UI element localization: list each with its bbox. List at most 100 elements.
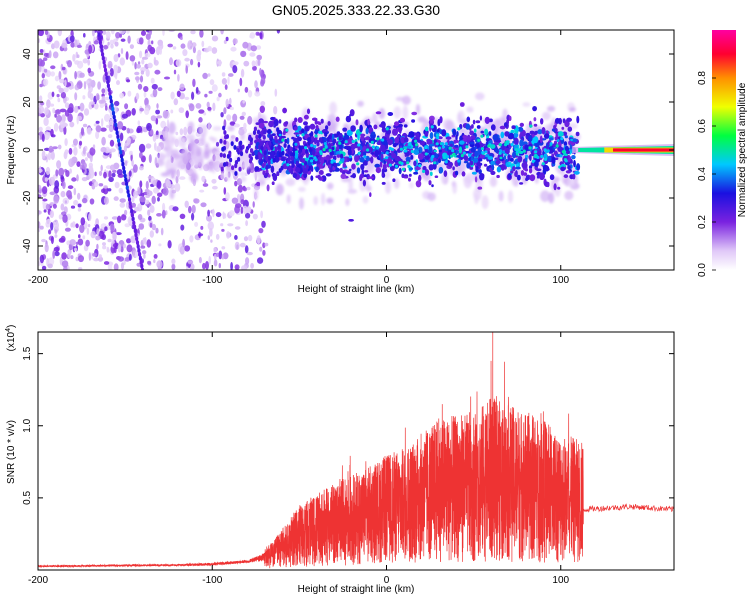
noise-blob bbox=[212, 208, 215, 218]
band-blob bbox=[360, 163, 365, 171]
band-blob bbox=[500, 131, 505, 139]
band-blob bbox=[350, 175, 356, 178]
noise-blob bbox=[170, 109, 174, 114]
noise-blob bbox=[185, 110, 189, 119]
noise-blob bbox=[82, 147, 86, 155]
noise-blob bbox=[68, 86, 74, 90]
noise-blob bbox=[230, 262, 233, 270]
band-blob bbox=[478, 169, 482, 175]
band-blob bbox=[263, 150, 267, 156]
noise-blob bbox=[70, 255, 74, 260]
streak-blob bbox=[103, 63, 107, 69]
band-blob bbox=[452, 166, 455, 171]
band-blob bbox=[272, 173, 278, 181]
noise-blob bbox=[77, 192, 81, 200]
band-blob bbox=[575, 131, 580, 137]
band-blob bbox=[563, 174, 569, 179]
noise-blob bbox=[38, 168, 43, 173]
noise-blob bbox=[192, 46, 196, 54]
noise-blob bbox=[67, 194, 73, 200]
noise-blob bbox=[45, 218, 52, 228]
band-haze-blob bbox=[165, 169, 176, 175]
noise-blob bbox=[229, 97, 232, 105]
noise-blob bbox=[56, 93, 60, 98]
noise-blob bbox=[244, 86, 249, 93]
band-blob bbox=[265, 165, 269, 170]
band-blob bbox=[239, 145, 243, 150]
noise-blob bbox=[78, 140, 83, 146]
noise-blob bbox=[210, 239, 213, 243]
band-blob bbox=[335, 116, 340, 122]
figure-title: GN05.2025.333.22.33.G30 bbox=[272, 2, 440, 18]
noise-blob bbox=[198, 256, 202, 264]
streak-blob bbox=[140, 263, 144, 269]
band-blob bbox=[273, 125, 276, 128]
noise-blob bbox=[153, 59, 159, 66]
noise-blob bbox=[162, 110, 169, 119]
band-hotspot bbox=[401, 167, 405, 171]
noise-blob bbox=[103, 261, 110, 265]
streak-blob bbox=[127, 193, 131, 198]
noise-blob bbox=[259, 32, 263, 40]
band-blob bbox=[492, 134, 499, 141]
band-blob bbox=[394, 121, 400, 127]
band-hotspot bbox=[394, 164, 399, 168]
band-haze-blob bbox=[378, 108, 386, 120]
noise-blob bbox=[195, 86, 199, 94]
band-blob bbox=[336, 131, 341, 136]
noise-blob bbox=[213, 259, 218, 267]
band-hotspot bbox=[376, 137, 380, 141]
band-blob bbox=[276, 171, 280, 177]
band-blob bbox=[357, 132, 360, 141]
band-blob bbox=[413, 149, 420, 155]
band-blob bbox=[302, 168, 309, 175]
noise-blob bbox=[89, 198, 95, 205]
noise-blob bbox=[38, 184, 42, 190]
band-blob bbox=[381, 181, 386, 185]
noise-blob bbox=[260, 210, 263, 219]
band-blob bbox=[524, 144, 529, 151]
noise-blob bbox=[74, 60, 80, 65]
band-blob bbox=[298, 149, 302, 155]
noise-blob bbox=[81, 197, 88, 204]
noise-blob bbox=[199, 30, 204, 38]
band-hotspot bbox=[441, 145, 446, 149]
band-blob bbox=[294, 152, 299, 159]
noise-blob bbox=[146, 122, 152, 132]
band-hotspot bbox=[385, 156, 389, 160]
band-blob bbox=[549, 174, 555, 181]
noise-blob bbox=[117, 53, 121, 58]
band-blob bbox=[515, 166, 521, 170]
noise-blob bbox=[38, 194, 42, 199]
band-blob bbox=[519, 182, 524, 185]
noise-blob bbox=[76, 115, 79, 125]
noise-blob bbox=[136, 125, 143, 133]
streak-blob bbox=[111, 110, 116, 116]
snr-ticks: -200 -100 0 100 0.5 1.0 1.5 bbox=[22, 332, 674, 586]
noise-blob bbox=[194, 221, 199, 227]
band-blob bbox=[271, 181, 275, 185]
noise-blob bbox=[89, 153, 93, 163]
noise-blob bbox=[232, 61, 239, 66]
noise-blob bbox=[119, 33, 122, 38]
band-blob bbox=[507, 173, 512, 180]
band-blob bbox=[544, 133, 550, 139]
band-blob bbox=[278, 119, 282, 124]
noise-blob bbox=[237, 194, 241, 200]
band-blob bbox=[496, 166, 502, 173]
noise-blob bbox=[106, 246, 110, 253]
colorbar-tick-label: 0.2 bbox=[697, 215, 708, 229]
band-blob bbox=[283, 143, 287, 148]
band-hotspot bbox=[549, 142, 553, 146]
band-hotspot bbox=[304, 146, 308, 150]
noise-blob bbox=[155, 46, 161, 56]
band-hotspot bbox=[310, 159, 314, 163]
noise-blob bbox=[102, 242, 106, 246]
noise-blob bbox=[274, 88, 278, 97]
band-hotspot bbox=[564, 159, 568, 163]
noise-blob bbox=[160, 227, 164, 236]
noise-blob bbox=[123, 145, 127, 152]
noise-blob bbox=[249, 32, 256, 39]
colorbar-tick-label: 0.8 bbox=[697, 71, 708, 85]
band-hotspot bbox=[281, 138, 285, 142]
